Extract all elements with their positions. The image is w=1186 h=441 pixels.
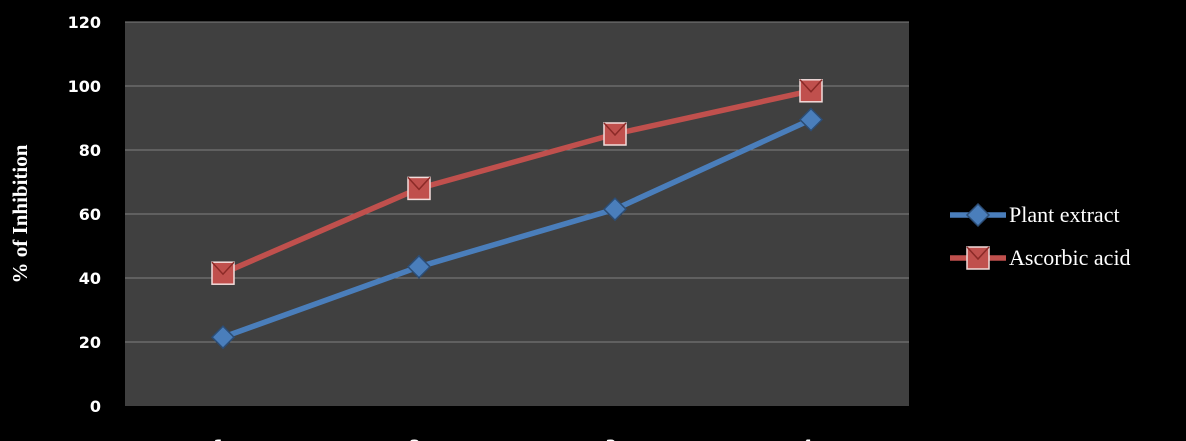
square-marker [603, 122, 627, 146]
square-marker [211, 261, 235, 285]
series-plant-extract [210, 107, 824, 350]
y-axis-label: % of Inhibition [8, 144, 32, 283]
legend-label: Ascorbic acid [1009, 245, 1131, 270]
y-tick-label: 40 [79, 269, 101, 288]
y-tick-label: 100 [68, 77, 101, 96]
y-tick-label: 60 [79, 205, 101, 224]
legend-item-plant-extract: Plant extract [950, 202, 1120, 228]
diamond-marker [406, 254, 432, 279]
legend-item-ascorbic-acid: Ascorbic acid [950, 245, 1131, 270]
square-marker [407, 176, 431, 201]
y-tick-label: 20 [79, 333, 101, 352]
x-tick-label: 2 [409, 436, 420, 441]
series-line [220, 116, 814, 340]
diamond-marker [602, 197, 628, 222]
x-tick-label: 3 [605, 436, 616, 441]
x-tick-label: 1 [213, 436, 224, 441]
gridlines [125, 21, 909, 343]
x-axis-ticks: 1 2 3 4 [213, 436, 812, 441]
diamond-marker [798, 107, 824, 132]
legend-marker [965, 202, 991, 228]
series-line [220, 88, 814, 276]
y-tick-label: 0 [90, 397, 101, 416]
y-tick-label: 80 [79, 141, 101, 160]
series-ascorbic-acid [211, 79, 823, 285]
square-marker [799, 79, 823, 103]
legend-label: Plant extract [1009, 202, 1120, 227]
y-axis-ticks: 0 20 40 60 80 100 120 [68, 13, 101, 416]
legend-marker [966, 246, 990, 270]
diamond-marker [210, 325, 236, 350]
x-tick-label: 4 [801, 436, 812, 441]
series-layer [210, 79, 824, 350]
y-tick-label: 120 [68, 13, 101, 32]
legend: Plant extract Ascorbic acid [950, 202, 1131, 270]
